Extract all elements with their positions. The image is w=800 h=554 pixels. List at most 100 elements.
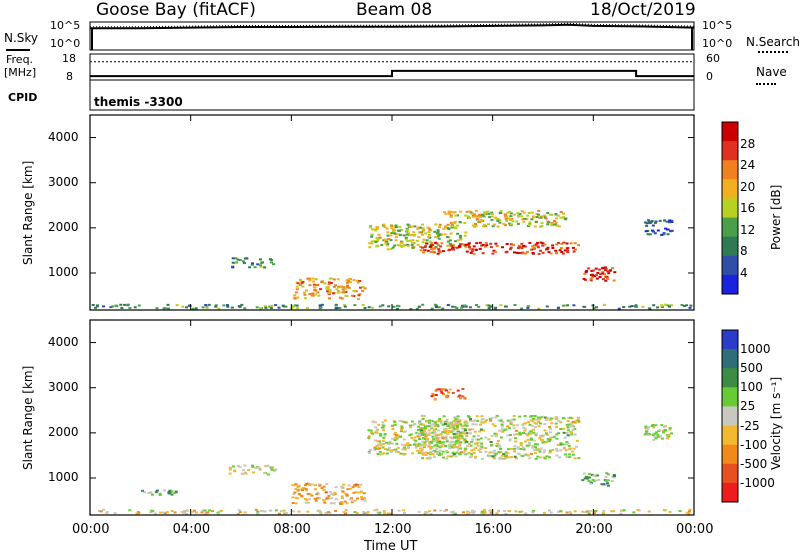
data-cell (182, 512, 186, 514)
data-cell (282, 305, 286, 308)
nsky-trace (90, 22, 695, 50)
data-cell (419, 452, 423, 455)
data-cell (333, 491, 337, 494)
data-cell (546, 223, 550, 226)
velocity-colorbar-swatch (722, 349, 738, 369)
data-cell (464, 231, 468, 234)
data-cell (469, 456, 472, 459)
data-cell (155, 489, 159, 492)
data-cell (569, 416, 573, 419)
data-cell (484, 211, 488, 214)
data-cell (416, 243, 420, 246)
data-cell (458, 245, 461, 248)
data-cell (345, 295, 349, 298)
data-cell (308, 293, 312, 295)
data-cell (550, 222, 554, 225)
data-cell (489, 441, 493, 443)
data-cell (472, 452, 476, 454)
data-cell (123, 303, 127, 306)
data-cell (555, 243, 559, 246)
data-cell (477, 449, 481, 452)
data-cell (454, 423, 458, 426)
data-cell (643, 221, 647, 224)
power-colorbar-tick: 12 (740, 222, 756, 237)
data-cell (530, 424, 534, 427)
data-cell (654, 220, 658, 223)
data-cell (549, 427, 553, 430)
data-cell (685, 511, 689, 514)
data-cell (394, 226, 398, 229)
data-cell (454, 432, 458, 435)
data-cell (260, 261, 264, 264)
data-cell (561, 443, 565, 446)
data-cell (294, 291, 298, 294)
data-cell (551, 247, 555, 249)
data-cell (458, 452, 462, 455)
data-cell (449, 425, 453, 428)
data-cell (386, 231, 390, 234)
data-cell (432, 430, 436, 433)
data-cell (508, 420, 512, 422)
cpid-label: CPID (8, 91, 38, 104)
data-cell (191, 307, 195, 310)
data-cell (564, 449, 568, 452)
data-cell (437, 388, 441, 391)
data-cell (468, 306, 472, 309)
data-cell (610, 480, 614, 483)
data-cell (473, 430, 477, 433)
data-cell (444, 435, 448, 438)
data-cell (402, 430, 406, 433)
data-cell (360, 496, 363, 498)
data-cell (489, 246, 493, 249)
data-cell (660, 304, 664, 307)
data-cell (481, 457, 484, 460)
data-cell (376, 453, 380, 455)
data-cell (444, 226, 447, 229)
data-cell (648, 307, 652, 310)
data-cell (506, 448, 510, 451)
data-cell (549, 511, 553, 514)
data-cell (463, 442, 467, 445)
data-cell (377, 233, 381, 236)
data-cell (183, 510, 187, 513)
data-cell (448, 430, 452, 433)
data-cell (458, 444, 462, 447)
data-cell (435, 436, 438, 439)
data-cell (464, 420, 468, 423)
data-cell (517, 244, 521, 247)
data-cell (426, 226, 430, 229)
data-cell (483, 213, 486, 216)
data-cell (666, 304, 670, 307)
data-cell (547, 417, 551, 420)
data-cell (436, 445, 440, 448)
data-cell (391, 437, 395, 440)
data-cell (424, 425, 427, 428)
data-cell (601, 271, 605, 273)
data-cell (516, 211, 520, 214)
data-cell (445, 236, 449, 239)
data-cell (320, 303, 324, 306)
data-cell (437, 436, 441, 439)
data-cell (382, 429, 385, 432)
data-cell (263, 266, 267, 269)
data-cell (416, 428, 420, 431)
data-cell (231, 261, 235, 264)
data-cell (540, 225, 544, 227)
data-cell (509, 447, 513, 450)
data-cell (480, 415, 484, 418)
data-cell (468, 248, 472, 250)
data-cell (461, 437, 465, 440)
data-cell (158, 492, 162, 495)
data-cell (666, 233, 670, 236)
data-cell (371, 421, 375, 424)
data-cell (473, 225, 477, 228)
data-cell (654, 424, 658, 427)
data-cell (251, 471, 255, 474)
data-cell (365, 512, 369, 515)
data-cell (456, 239, 460, 242)
data-cell (510, 421, 514, 424)
data-cell (451, 246, 455, 249)
data-cell (340, 297, 344, 300)
data-cell (344, 512, 347, 515)
data-cell (236, 465, 240, 467)
